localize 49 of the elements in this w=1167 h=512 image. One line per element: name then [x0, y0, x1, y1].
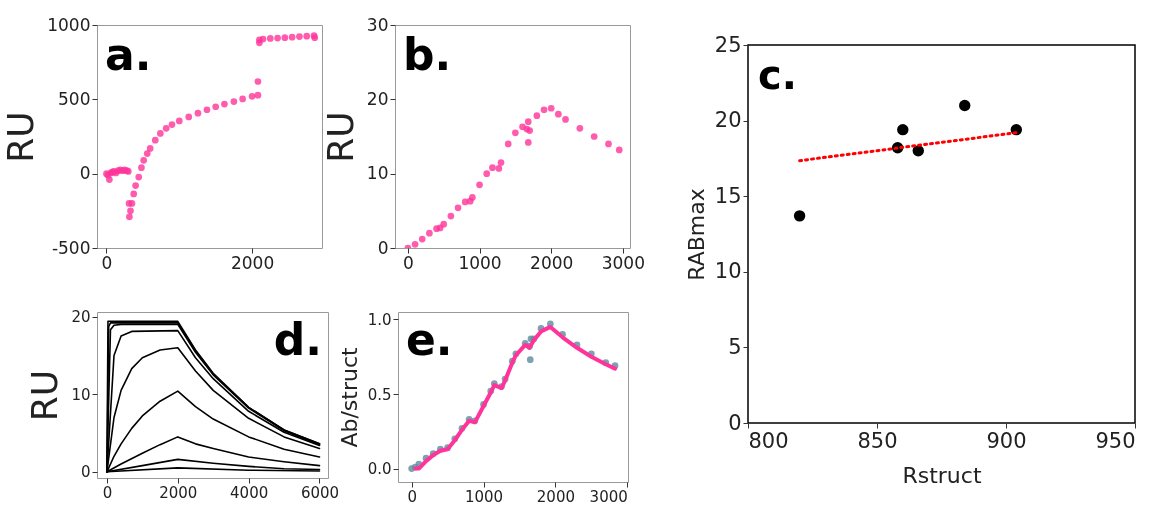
- y-axis-title: RU: [319, 111, 361, 163]
- x-tick-label: 6000: [300, 483, 340, 502]
- chart-title: c.: [758, 52, 797, 98]
- x-tick-label: 4000: [230, 483, 269, 502]
- chart-title: e.: [406, 314, 453, 365]
- y-tick-label: 25: [714, 32, 742, 57]
- y-axis-title: RABmax: [683, 188, 709, 281]
- y-tick-label: 0.5: [367, 385, 392, 404]
- y-tick-label: 10: [714, 259, 742, 284]
- x-tick-label: 950: [1095, 428, 1136, 453]
- y-tick-label: 0: [377, 237, 389, 258]
- chart-title: d.: [273, 314, 322, 365]
- chart-title: b.: [403, 29, 452, 80]
- y-tick-label: 10: [366, 163, 389, 184]
- x-tick-label: 1000: [464, 487, 504, 506]
- y-tick-label: 20: [714, 108, 742, 133]
- x-axis-title: Rstruct: [902, 462, 982, 488]
- y-tick-label: 500: [58, 88, 91, 109]
- y-tick-label: 15: [714, 183, 742, 208]
- x-tick-label: 2000: [159, 483, 198, 502]
- y-axis-title: Ab/struct: [336, 347, 362, 448]
- y-axis-title: RU: [24, 369, 66, 422]
- x-tick-label: 900: [986, 428, 1027, 453]
- y-axis-title: RU: [0, 111, 42, 163]
- y-tick-label: 0: [728, 410, 742, 435]
- y-tick-label: 0: [79, 163, 91, 184]
- x-tick-label: 850: [857, 428, 898, 453]
- x-tick-label: 0: [407, 487, 417, 506]
- x-tick-label: 3000: [589, 487, 628, 506]
- chart-title: a.: [105, 29, 152, 80]
- y-tick-label: 20: [366, 88, 389, 109]
- x-tick-label: 1000: [458, 252, 502, 273]
- y-tick-label: 0.0: [367, 460, 392, 479]
- x-tick-label: 0: [102, 483, 113, 502]
- y-tick-label: 0: [80, 463, 91, 482]
- y-tick-label: 30: [366, 14, 389, 35]
- y-tick-label: 5: [728, 334, 742, 359]
- y-tick-label: -500: [51, 237, 91, 258]
- x-tick-label: 800: [748, 428, 789, 453]
- x-tick-label: 2000: [530, 252, 574, 273]
- x-tick-label: 0: [402, 252, 414, 273]
- x-tick-label: 2000: [230, 252, 275, 273]
- y-tick-label: 10: [71, 385, 91, 404]
- x-tick-label: 2000: [536, 487, 575, 506]
- x-tick-label: 0: [101, 252, 113, 273]
- y-tick-label: 1.0: [367, 310, 392, 329]
- y-tick-label: 20: [71, 308, 91, 327]
- x-tick-label: 3000: [601, 252, 645, 273]
- y-tick-label: 1000: [47, 14, 91, 35]
